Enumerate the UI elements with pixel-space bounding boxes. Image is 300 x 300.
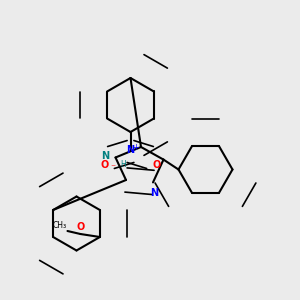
Text: N: N: [126, 145, 135, 155]
Text: N: N: [150, 188, 159, 198]
Text: O: O: [100, 160, 109, 170]
Text: N: N: [101, 151, 109, 161]
Text: ⁻: ⁻: [110, 163, 116, 173]
Text: CH₃: CH₃: [53, 220, 67, 230]
Text: O: O: [152, 160, 161, 170]
Text: H: H: [120, 160, 126, 169]
Text: +: +: [133, 142, 139, 152]
Text: O: O: [76, 223, 85, 232]
